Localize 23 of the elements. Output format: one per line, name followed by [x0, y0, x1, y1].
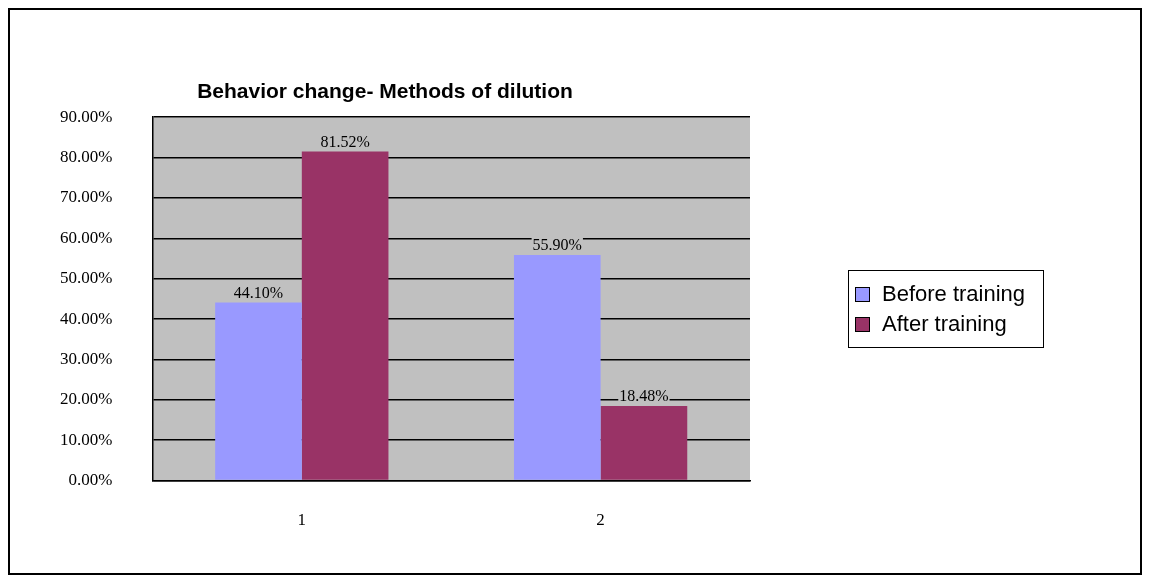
data-label: 18.48%	[619, 387, 669, 405]
data-label: 81.52%	[320, 132, 370, 150]
y-tick-label: 30.00%	[59, 348, 113, 368]
y-tick-label: 0.00%	[68, 470, 113, 490]
y-tick-label: 10.00%	[59, 429, 113, 449]
y-tick-label: 50.00%	[59, 268, 113, 288]
data-label: 55.90%	[532, 236, 582, 254]
y-tick-label: 90.00%	[59, 106, 113, 126]
legend-label: Before training	[882, 281, 1026, 307]
y-tick-label: 80.00%	[59, 147, 113, 167]
y-tick-label: 60.00%	[59, 227, 113, 247]
bar	[600, 405, 688, 480]
bar	[513, 254, 601, 480]
x-tick-label: 2	[596, 510, 605, 530]
y-tick-label: 40.00%	[59, 308, 113, 328]
data-label: 44.10%	[233, 283, 284, 301]
legend-label: After training	[882, 311, 1007, 337]
bar	[301, 151, 389, 480]
y-tick-label: 70.00%	[59, 187, 113, 207]
chart-title: Behavior change- Methods of dilution	[197, 79, 573, 103]
x-tick-label: 1	[297, 510, 307, 530]
y-tick-label: 20.00%	[59, 389, 113, 409]
bar	[215, 302, 302, 480]
